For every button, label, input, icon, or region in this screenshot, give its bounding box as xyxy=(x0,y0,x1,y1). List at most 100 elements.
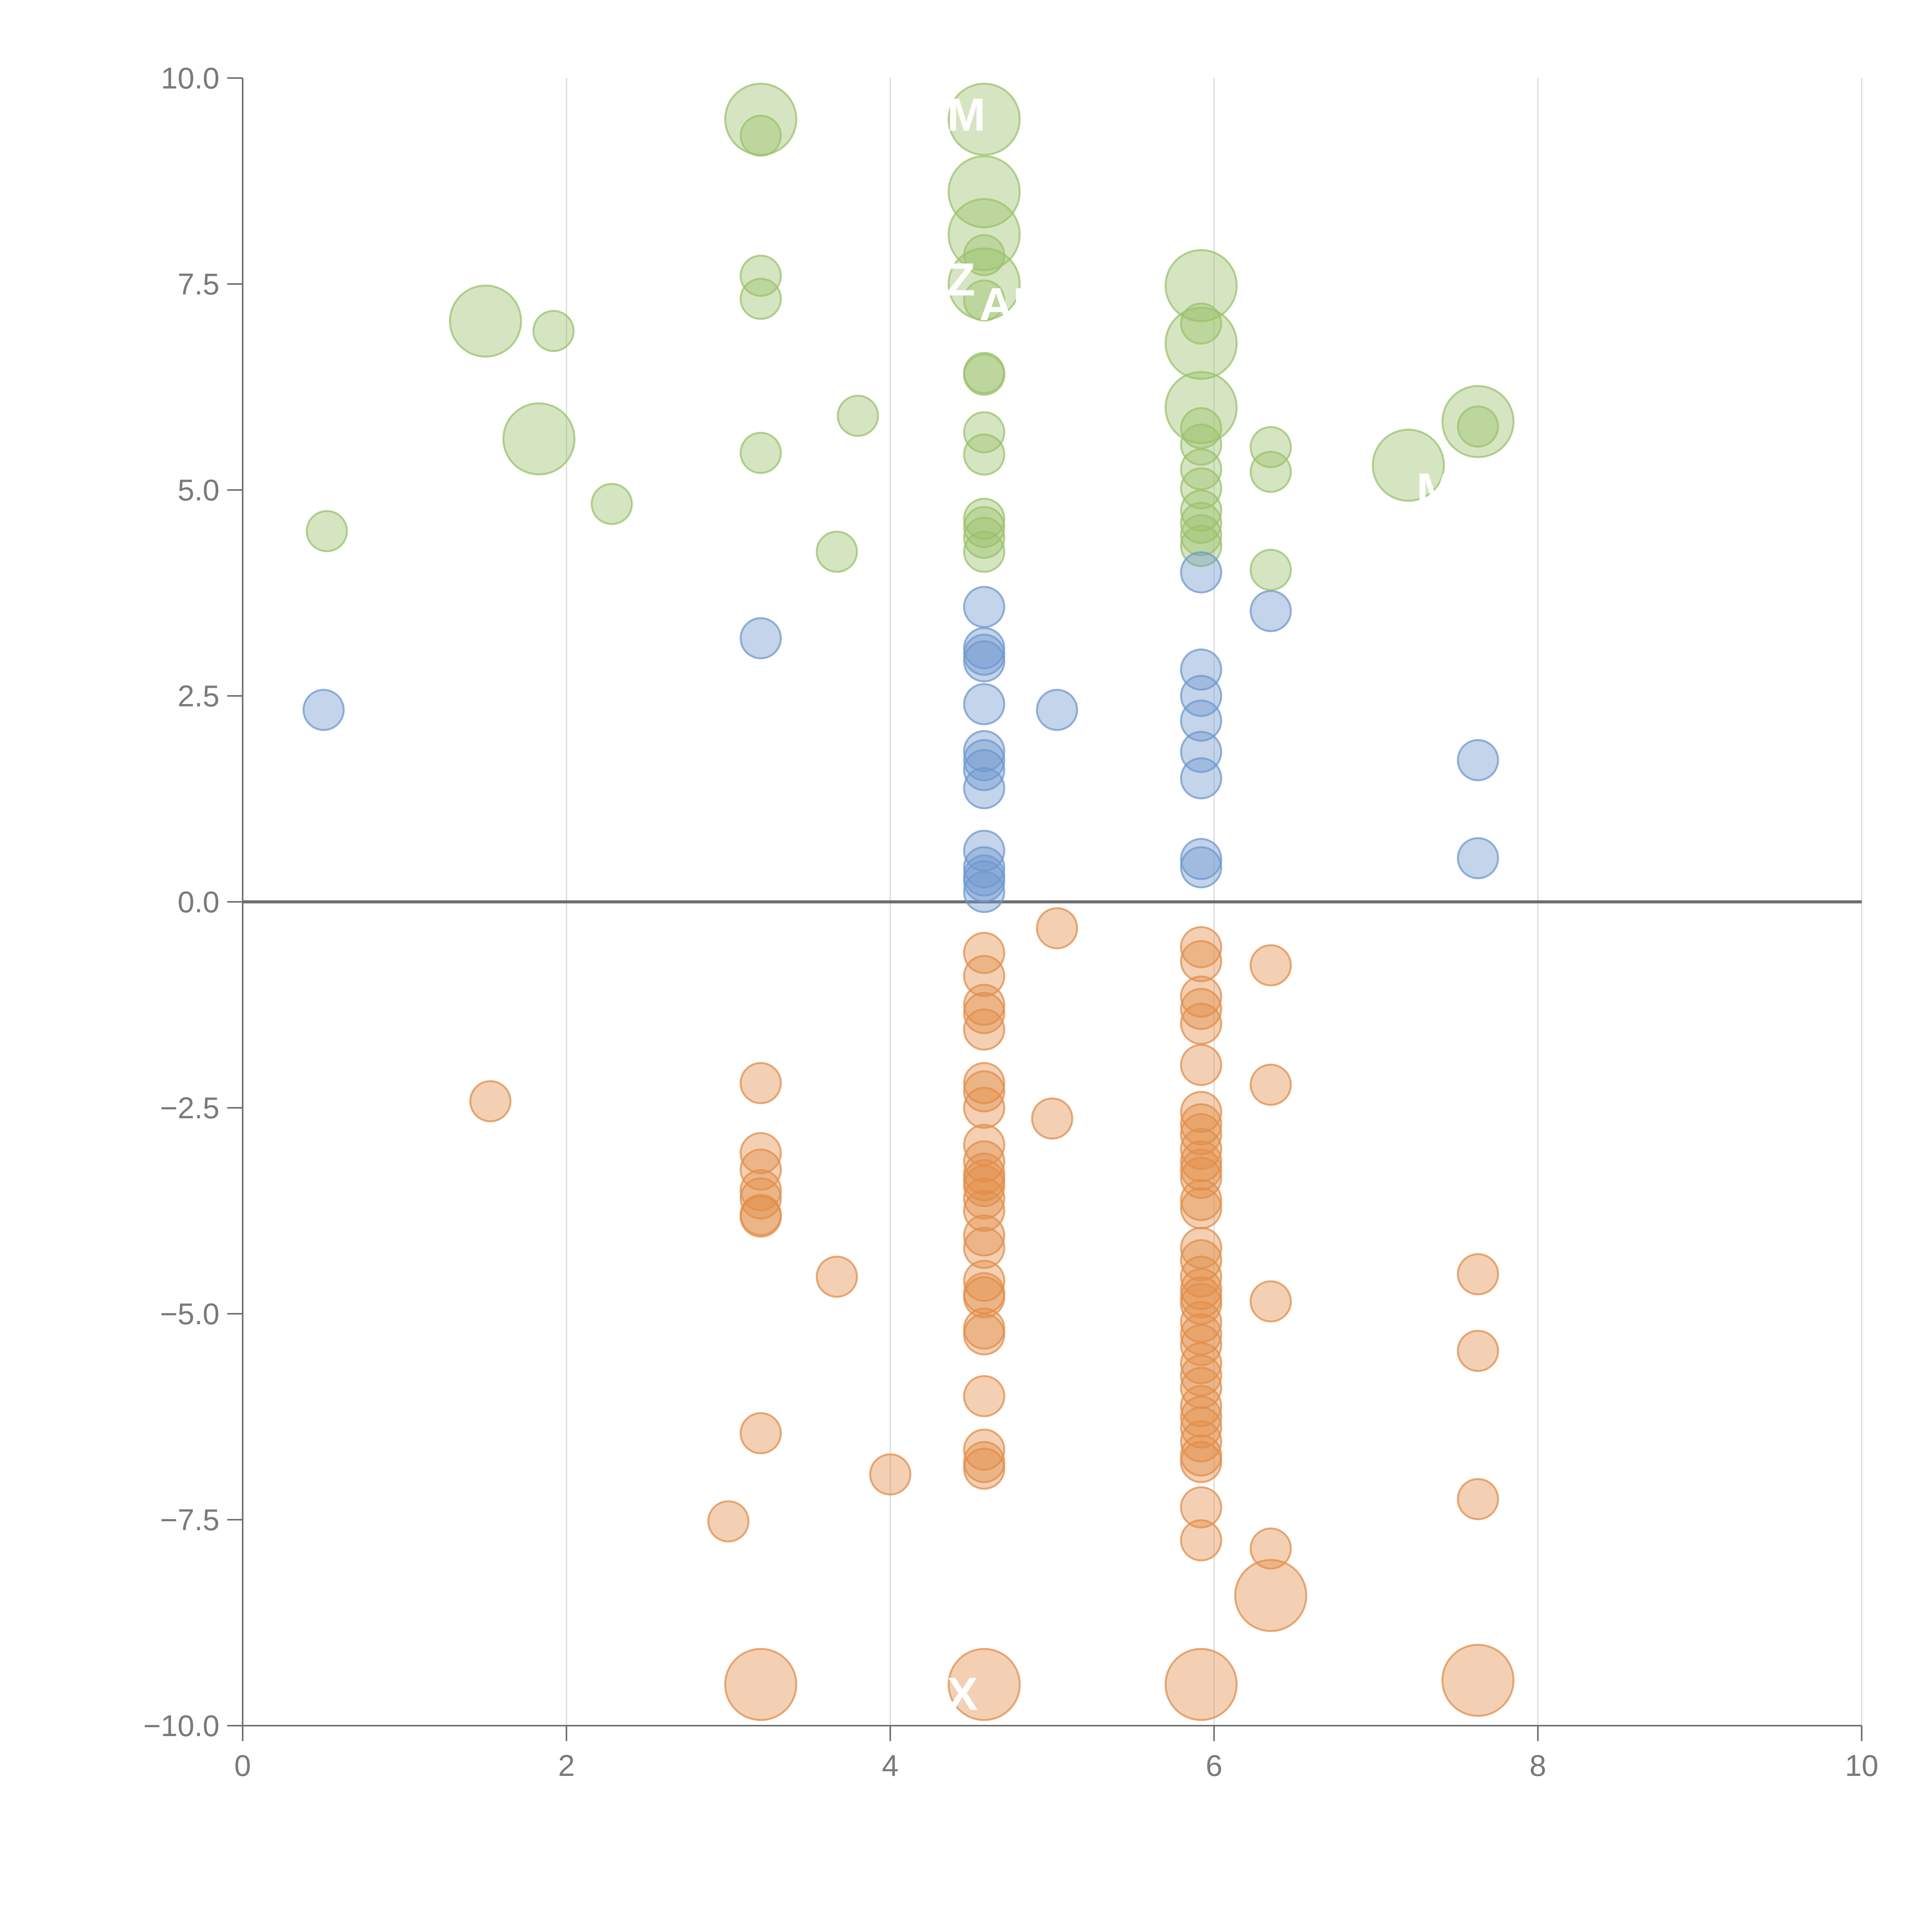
orange-point xyxy=(1250,1063,1292,1106)
green-point xyxy=(1180,514,1222,556)
green-point xyxy=(963,506,1005,548)
orange-point xyxy=(963,1124,1005,1166)
orange-point xyxy=(1180,1044,1222,1086)
green-point xyxy=(1180,502,1222,544)
orange-point xyxy=(963,1177,1005,1220)
orange-point xyxy=(1234,1559,1308,1632)
orange-point xyxy=(740,1062,782,1104)
blue-point xyxy=(1180,731,1222,773)
orange-point xyxy=(963,1140,1005,1183)
orange-point xyxy=(1180,1091,1222,1133)
blue-point xyxy=(963,767,1005,810)
orange-point xyxy=(963,932,1005,974)
orange-point xyxy=(1180,1156,1222,1199)
green-point xyxy=(1372,429,1445,502)
orange-point xyxy=(1180,1187,1222,1230)
green-point xyxy=(963,411,1005,454)
green-point xyxy=(449,284,522,358)
green-point xyxy=(1180,525,1222,567)
orange-point xyxy=(963,1214,1005,1257)
green-point xyxy=(740,114,782,157)
orange-point xyxy=(1180,1486,1222,1529)
orange-point xyxy=(740,1412,782,1454)
orange-point xyxy=(963,1260,1005,1302)
y-tick-label: 5.0 xyxy=(178,473,219,507)
blue-point xyxy=(1180,675,1222,717)
green-point xyxy=(963,531,1005,573)
orange-point xyxy=(947,1648,1021,1721)
orange-point xyxy=(963,1190,1005,1232)
point-label: X xyxy=(947,1668,978,1720)
point-label: M xyxy=(1417,464,1455,515)
green-point xyxy=(816,531,858,573)
blue-point xyxy=(1180,699,1222,742)
blue-point xyxy=(963,730,1005,772)
green-point xyxy=(837,395,879,437)
orange-point xyxy=(963,1447,1005,1490)
blue-point xyxy=(303,689,345,731)
orange-point xyxy=(1180,1342,1222,1384)
green-point xyxy=(740,255,782,297)
blue-point xyxy=(963,640,1005,682)
orange-point xyxy=(963,1087,1005,1129)
green-point xyxy=(740,432,782,474)
orange-point xyxy=(1180,1519,1222,1561)
point-label: AI xyxy=(979,278,1026,330)
orange-point xyxy=(1250,944,1292,986)
orange-point xyxy=(1180,1239,1222,1281)
y-tick-label: −2.5 xyxy=(160,1091,219,1125)
orange-point xyxy=(1180,1282,1222,1325)
orange-point xyxy=(707,1500,750,1543)
green-point xyxy=(590,483,633,525)
orange-point xyxy=(1180,1103,1222,1146)
blue-point xyxy=(1180,846,1222,888)
blue-point xyxy=(1180,757,1222,799)
green-point xyxy=(963,279,1005,322)
green-point xyxy=(1180,423,1222,466)
orange-point xyxy=(740,1132,782,1174)
y-tick-label: 0.0 xyxy=(178,885,219,919)
blue-point xyxy=(963,830,1005,872)
y-tick-label: 2.5 xyxy=(178,679,219,713)
orange-point xyxy=(1457,1478,1499,1520)
orange-point xyxy=(1180,926,1222,968)
y-tick-label: 7.5 xyxy=(178,267,219,301)
orange-point xyxy=(869,1453,912,1496)
orange-point xyxy=(963,1070,1005,1112)
y-tick-label: −5.0 xyxy=(160,1297,219,1331)
orange-point xyxy=(963,1429,1005,1471)
x-tick-label: 4 xyxy=(882,1748,898,1782)
orange-point xyxy=(724,1648,798,1721)
green-point xyxy=(1250,426,1292,468)
blue-point xyxy=(1036,689,1078,731)
orange-point xyxy=(963,1375,1005,1417)
orange-point xyxy=(963,1226,1005,1269)
y-tick-label: −7.5 xyxy=(160,1503,219,1537)
green-point xyxy=(1180,467,1222,510)
x-tick-label: 0 xyxy=(234,1748,251,1782)
green-point xyxy=(1180,448,1222,491)
green-point xyxy=(502,402,576,476)
green-point xyxy=(963,354,1005,396)
x-tick-label: 6 xyxy=(1206,1748,1222,1782)
orange-point xyxy=(1180,1003,1222,1045)
orange-point xyxy=(1036,907,1078,949)
orange-point xyxy=(740,1177,782,1220)
orange-point xyxy=(1441,1644,1515,1717)
green-point xyxy=(947,155,1021,228)
green-point xyxy=(947,247,1021,321)
green-point xyxy=(1180,302,1222,345)
green-point xyxy=(1457,405,1499,448)
point-label: Z xyxy=(947,253,975,305)
data-points xyxy=(303,83,1515,1721)
orange-point xyxy=(963,955,1005,997)
blue-point xyxy=(1180,648,1222,691)
blue-point xyxy=(1457,739,1499,781)
axes: 0 2 4 6 8 10 −10.0 −7.5 −5.0 −2.5 0.0 2.5 5.0 7.5 10.0 xyxy=(143,61,1879,1782)
green-point xyxy=(1250,549,1292,591)
blue-point xyxy=(963,586,1005,628)
green-point xyxy=(740,277,782,320)
green-point xyxy=(1164,307,1238,380)
orange-point xyxy=(1180,1301,1222,1343)
orange-point xyxy=(1457,1330,1499,1372)
